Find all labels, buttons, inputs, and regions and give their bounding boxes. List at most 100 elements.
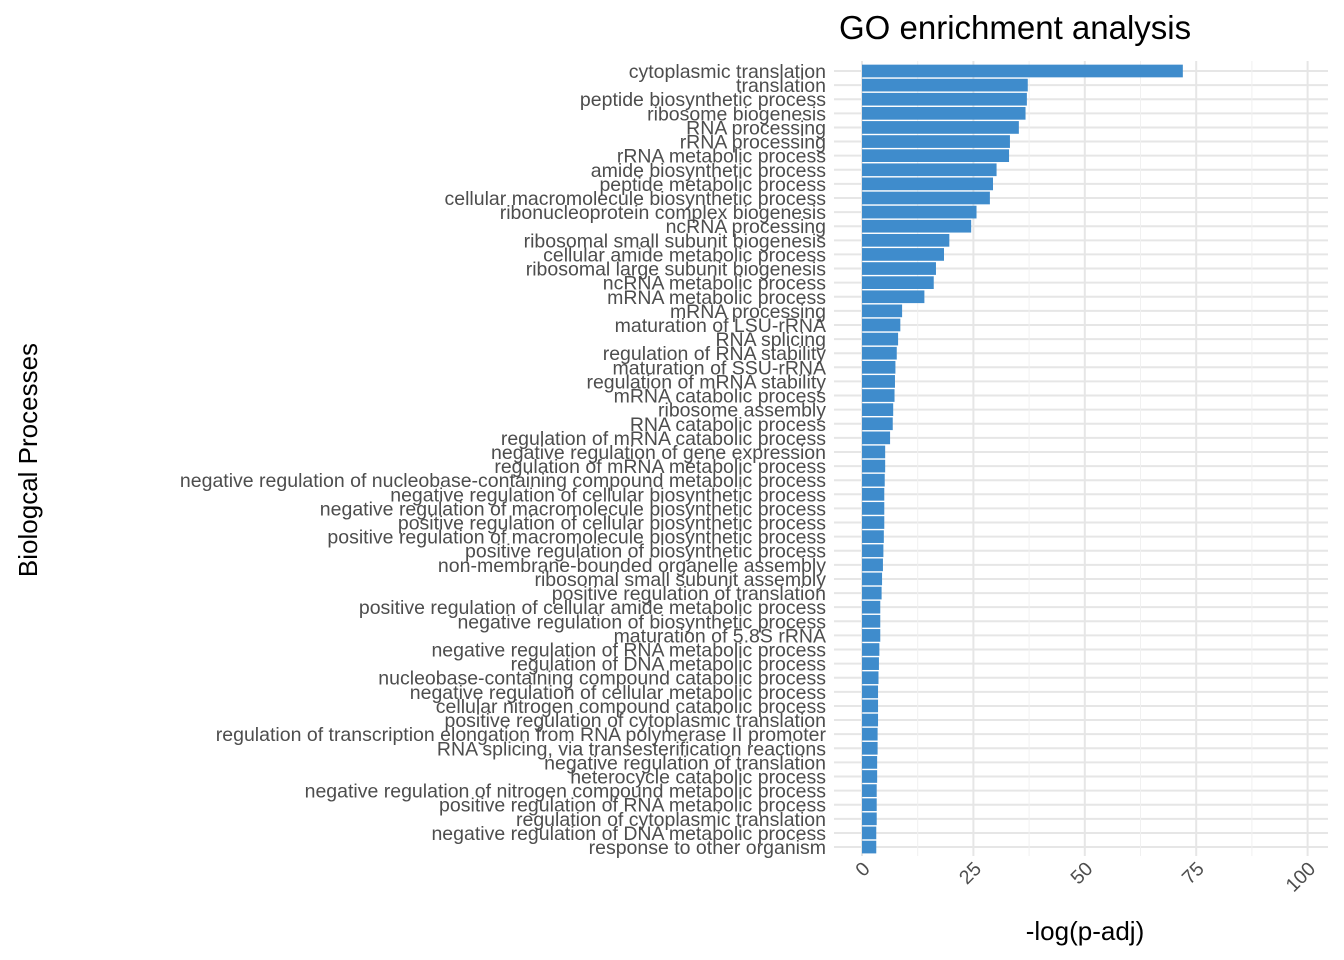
x-tick-label: 75	[1178, 858, 1209, 889]
bar	[862, 205, 977, 219]
category-label: mRNA metabolic process	[607, 287, 826, 309]
category-label: cellular amide metabolic process	[543, 244, 826, 266]
bar	[862, 798, 877, 812]
category-label: negative regulation of translation	[544, 752, 826, 774]
bars	[862, 64, 1183, 854]
category-label: ribonucleoprotein complex biogenesis	[500, 202, 827, 224]
category-label: ncRNA metabolic process	[603, 273, 827, 295]
category-label: regulation of mRNA catabolic process	[501, 428, 826, 450]
bar	[862, 685, 879, 699]
bar	[862, 248, 944, 261]
bar	[862, 389, 895, 402]
bar	[862, 713, 879, 727]
bar	[862, 177, 994, 191]
bar	[862, 643, 880, 656]
category-label: negative regulation of cellular biosynth…	[390, 484, 826, 506]
category-label: negative regulation of gene expression	[491, 442, 826, 464]
bar	[862, 558, 883, 572]
category-label: regulation of DNA metabolic process	[511, 654, 827, 676]
bar	[862, 191, 990, 205]
bar	[862, 106, 1026, 120]
bar	[862, 304, 903, 318]
category-label: positive regulation of cytoplasmic trans…	[444, 710, 826, 732]
y-axis-title: Biologcal Processes	[13, 343, 43, 577]
category-label: cellular macromolecule biosynthetic proc…	[445, 188, 827, 210]
bar	[862, 614, 881, 628]
category-label: nucleobase-containing compound catabolic…	[378, 668, 826, 690]
category-label: negative regulation of nitrogen compound…	[305, 781, 827, 803]
bar	[862, 262, 936, 275]
bar	[862, 360, 896, 374]
bar	[862, 727, 878, 741]
category-label: regulation of RNA stability	[603, 343, 827, 365]
x-tick-labels: 0 25 50 75 100	[851, 858, 1320, 897]
bar	[862, 826, 877, 840]
category-label: cellular nitrogen compound catabolic pro…	[436, 696, 826, 718]
bar	[862, 671, 879, 685]
category-label: negative regulation of cellular metaboli…	[410, 682, 826, 704]
bar	[862, 600, 881, 614]
x-tick-label: 50	[1066, 858, 1097, 889]
category-label: maturation of LSU-rRNA	[615, 315, 826, 337]
category-label: RNA processing	[686, 117, 826, 139]
category-label: mRNA processing	[670, 301, 826, 323]
bar	[862, 233, 950, 247]
category-label: positive regulation of cellular amide me…	[359, 597, 826, 619]
category-label: ribosome assembly	[658, 400, 826, 422]
bar	[862, 445, 886, 459]
bar	[862, 572, 883, 586]
category-label: ribosomal large subunit biogenesis	[526, 259, 827, 281]
category-label: peptide biosynthetic process	[580, 89, 826, 111]
bar	[862, 516, 885, 529]
bar	[862, 219, 972, 233]
category-label: RNA splicing	[715, 329, 826, 351]
category-label: rRNA processing	[680, 132, 826, 154]
x-tick-label: 0	[851, 858, 874, 881]
bar	[862, 318, 901, 332]
bar	[862, 530, 884, 543]
bar	[862, 64, 1183, 78]
bar	[862, 699, 879, 713]
category-label: ribosomal small subunit assembly	[534, 569, 826, 591]
bar	[862, 149, 1010, 163]
bar	[862, 135, 1010, 148]
bar	[862, 770, 878, 783]
category-label: positive regulation of translation	[552, 583, 826, 605]
category-label: RNA catabolic process	[630, 414, 826, 436]
bar	[862, 78, 1028, 92]
bar	[862, 375, 895, 388]
category-label: rRNA metabolic process	[617, 146, 826, 168]
category-label: cytoplasmic translation	[629, 61, 826, 83]
category-label: positive regulation of cellular biosynth…	[398, 513, 826, 535]
category-label: regulation of mRNA metabolic process	[494, 456, 826, 478]
bar	[862, 487, 885, 501]
bar	[862, 812, 877, 826]
bar	[862, 784, 877, 797]
category-label: ncRNA processing	[666, 216, 826, 238]
category-label: positive regulation of macromolecule bio…	[327, 527, 826, 549]
category-label: negative regulation of macromolecule bio…	[320, 498, 826, 520]
bar	[862, 502, 885, 515]
category-label: non-membrane-bounded organelle assembly	[438, 555, 826, 577]
bar	[862, 586, 882, 600]
category-label: peptide metabolic process	[599, 174, 826, 196]
category-labels: cytoplasmic translationtranslationpeptid…	[180, 61, 827, 859]
category-label: heterocycle catabolic process	[570, 767, 826, 789]
category-label: positive regulation of RNA metabolic pro…	[439, 795, 826, 817]
category-label: response to other organism	[589, 837, 826, 859]
category-label: negative regulation of RNA metabolic pro…	[431, 640, 826, 662]
bar	[862, 840, 877, 854]
category-label: negative regulation of nucleobase-contai…	[180, 470, 826, 492]
category-label: regulation of cytoplasmic translation	[516, 809, 826, 831]
bar	[862, 756, 878, 769]
category-label: regulation of mRNA stability	[586, 371, 826, 393]
category-label: negative regulation of biosynthetic proc…	[457, 611, 826, 633]
bar	[862, 332, 899, 346]
chart-title: GO enrichment analysis	[839, 9, 1191, 46]
category-label: ribosome biogenesis	[647, 103, 826, 125]
bar	[862, 544, 884, 558]
category-label: ribosomal small subunit biogenesis	[524, 230, 827, 252]
bar	[862, 403, 894, 416]
category-label: negative regulation of DNA metabolic pro…	[431, 823, 826, 845]
